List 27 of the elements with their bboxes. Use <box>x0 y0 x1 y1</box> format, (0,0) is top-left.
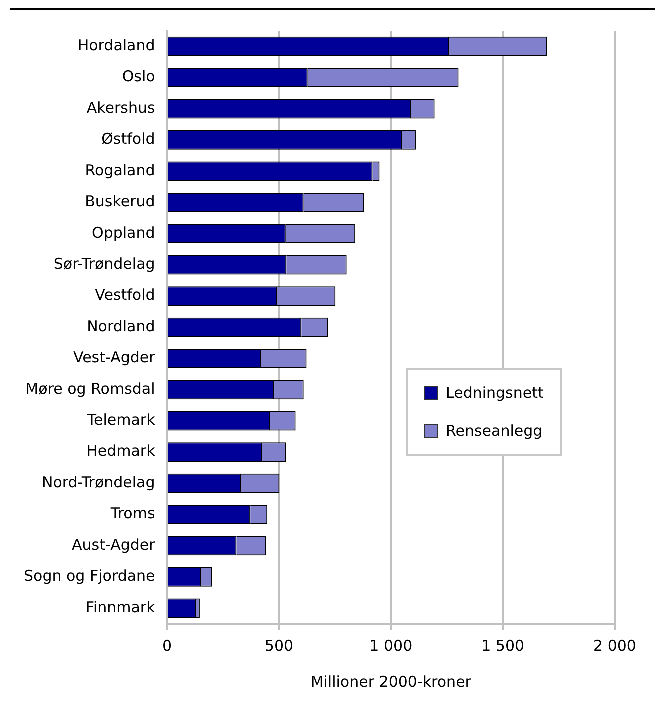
y-tick-label: Telemark <box>86 411 156 430</box>
y-tick-label: Nordland <box>87 317 156 336</box>
x-tick-label: 0 <box>162 636 172 655</box>
y-tick-label: Sogn og Fjordane <box>24 567 156 586</box>
y-tick-label: Hedmark <box>86 442 156 460</box>
y-tick-label: Finnmark <box>86 598 156 616</box>
x-tick-label: 1 500 <box>482 636 525 655</box>
x-tick-label: 2 000 <box>594 636 636 655</box>
x-tick-label: 500 <box>264 636 294 655</box>
y-tick-label: Rogaland <box>85 161 156 180</box>
y-tick-label: Aust-Agder <box>72 536 156 554</box>
y-tick-label: Oppland <box>92 224 156 242</box>
y-tick-label: Buskerud <box>85 192 156 211</box>
y-tick-label: Vest-Agder <box>73 348 156 367</box>
x-tick-label: 1 000 <box>370 636 413 655</box>
y-tick-label: Østfold <box>102 130 156 148</box>
legend-label: Renseanlegg <box>446 422 543 440</box>
legend-label: Ledningsnett <box>446 384 544 402</box>
y-tick-label: Møre og Romsdal <box>26 380 156 398</box>
y-tick-label: Vestfold <box>95 286 156 304</box>
y-tick-label: Oslo <box>122 68 156 86</box>
x-axis-title: Millioner 2000-kroner <box>310 672 472 691</box>
y-tick-label: Nord-Trøndelag <box>42 473 156 492</box>
y-tick-label: Sør-Trøndelag <box>54 254 156 273</box>
y-tick-label: Akershus <box>86 98 156 117</box>
y-tick-label: Hordaland <box>78 36 156 54</box>
y-tick-label: Troms <box>110 504 156 523</box>
